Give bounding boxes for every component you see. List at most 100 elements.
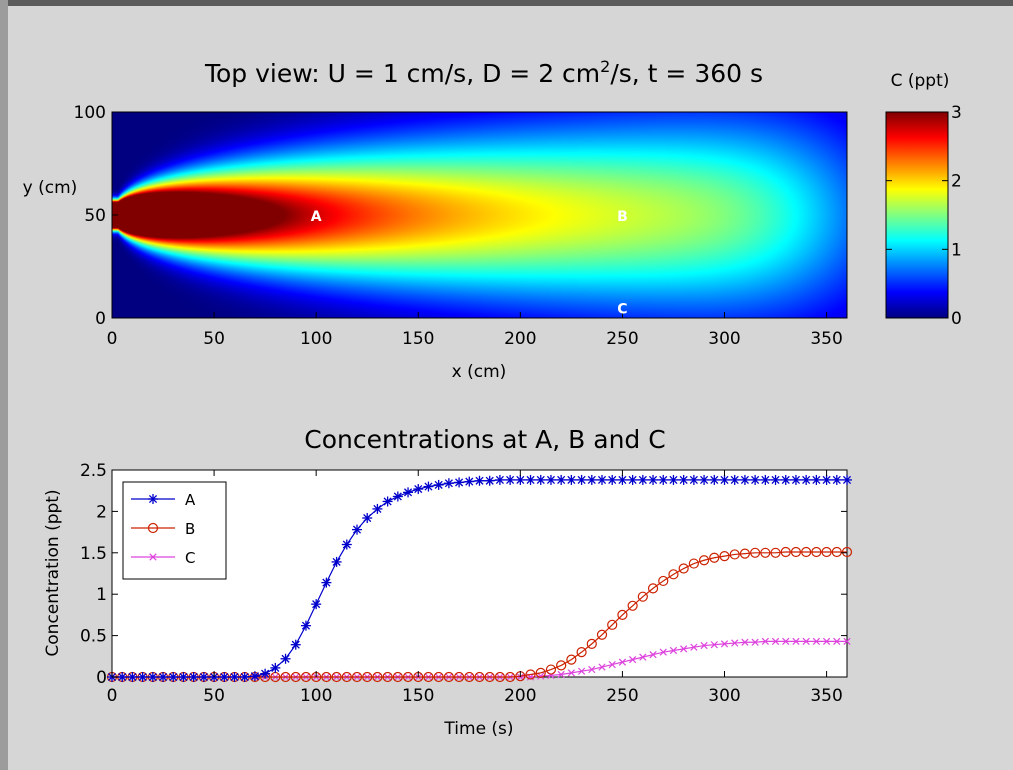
series-b-point: [474, 671, 485, 683]
series-b-point: [464, 671, 475, 683]
series-b-point: [801, 546, 812, 558]
series-c-point: [598, 663, 606, 671]
line-xtick-label: 0: [107, 686, 118, 706]
series-b-point: [647, 583, 659, 594]
series-c-point: [557, 670, 565, 679]
series-b-point: [505, 671, 516, 683]
series-a-point: [117, 672, 128, 682]
series-c-point: [822, 637, 831, 646]
legend-swatch-marker: [148, 494, 158, 504]
colorbar-tick-label: 2: [951, 172, 962, 192]
series-a-point: [617, 474, 628, 485]
series-a-point: [423, 481, 434, 492]
series-b-point: [300, 671, 312, 683]
series-a-point: [545, 474, 556, 485]
colorbar-tick-label: 3: [951, 103, 962, 123]
series-b-point: [698, 555, 710, 566]
line-x-ticks: 0 50 100 150 200 250 300 350: [107, 470, 843, 706]
series-b-point: [739, 548, 751, 559]
heatmap-title: Top view: U = 1 cm/s, D = 2 cm2/s, t = 3…: [204, 57, 763, 88]
line-xlabel: Time (s): [443, 719, 513, 739]
series-c-point: [751, 638, 759, 646]
series-a-point: [688, 474, 699, 485]
series-a-point: [525, 474, 536, 485]
series-b-point: [402, 671, 414, 683]
series-a-point: [300, 620, 311, 631]
series-b-point: [841, 546, 853, 558]
series-a-point: [392, 491, 403, 502]
series-a-point: [413, 484, 424, 495]
line-ytick-label: 2.5: [80, 461, 107, 481]
series-c-point: [629, 655, 637, 664]
series-a-point: [464, 476, 475, 487]
series-a-point: [229, 672, 240, 682]
series-b-point: [678, 563, 689, 574]
series-b-point: [556, 660, 567, 671]
series-c-point: [537, 672, 545, 680]
series-a-point: [760, 474, 771, 485]
series-a-point: [270, 662, 281, 673]
series-c-point: [618, 658, 627, 666]
line-xtick-label: 50: [203, 686, 225, 706]
line-ytick-label: 0: [96, 668, 107, 688]
series-b-point: [433, 671, 444, 683]
series-a-point: [311, 599, 322, 610]
window-left-border: [0, 0, 8, 770]
series-c-point: [843, 637, 851, 646]
series-a-point: [576, 474, 587, 485]
series-b-point: [423, 671, 434, 683]
series-b-point: [729, 549, 740, 560]
line-plot-area: [111, 469, 848, 678]
series-a-point: [188, 672, 199, 682]
line-xtick-label: 100: [300, 686, 332, 706]
series-a-point: [158, 672, 169, 682]
colorbar: C (ppt) 0 1 2 3: [885, 71, 962, 329]
series-c-point: [680, 645, 688, 653]
series-b-point: [821, 546, 832, 558]
series-b-point: [372, 671, 383, 683]
series-a-point: [678, 474, 689, 485]
series-b-point: [780, 546, 791, 558]
series-a-point: [535, 474, 546, 485]
series-c-point: [720, 640, 729, 648]
heatmap-ylabel: y (cm): [23, 178, 78, 198]
heatmap-xtick-label: 150: [402, 329, 434, 349]
series-a-point: [505, 474, 516, 485]
series-b-point: [831, 546, 842, 558]
legend: ABC: [122, 481, 227, 580]
series-c-point: [731, 639, 739, 647]
line-chart-title: Concentrations at A, B and C: [304, 425, 665, 454]
series-c-point: [771, 637, 780, 646]
series-a-point: [709, 474, 720, 485]
series-b-point: [351, 671, 363, 683]
series-a-point: [658, 474, 669, 485]
series-b-point: [596, 629, 608, 640]
legend-item-c: C: [131, 549, 195, 567]
series-a-point: [484, 475, 495, 486]
series-a-point: [637, 474, 648, 485]
series-a-point: [239, 672, 250, 682]
series-c-point: [761, 637, 769, 646]
series-c-point: [669, 646, 678, 655]
series-c-point: [710, 641, 718, 649]
series-a-point: [443, 478, 454, 489]
series-a-point: [515, 474, 526, 485]
series-a-point: [586, 474, 597, 485]
heatmap-y-ticks: 0 50 100: [74, 103, 118, 329]
colorbar-ticks: 0 1 2 3: [886, 103, 962, 329]
series-b-point: [719, 551, 730, 562]
series-b-point: [566, 654, 577, 665]
series-c-point: [833, 637, 841, 646]
series-b-point: [525, 669, 536, 680]
line-xtick-label: 200: [504, 686, 536, 706]
series-b-point: [750, 547, 761, 558]
series-a-point: [341, 539, 352, 550]
series-b-point: [607, 619, 618, 630]
series-b-point: [535, 667, 546, 678]
heatmap-xtick-label: 250: [606, 329, 638, 349]
series-b-point: [576, 647, 587, 658]
heatmap-x-ticks: 0 50 100 150 200 250 300 350: [107, 312, 843, 349]
series-a-point: [719, 474, 730, 485]
series-b-point: [658, 575, 669, 587]
